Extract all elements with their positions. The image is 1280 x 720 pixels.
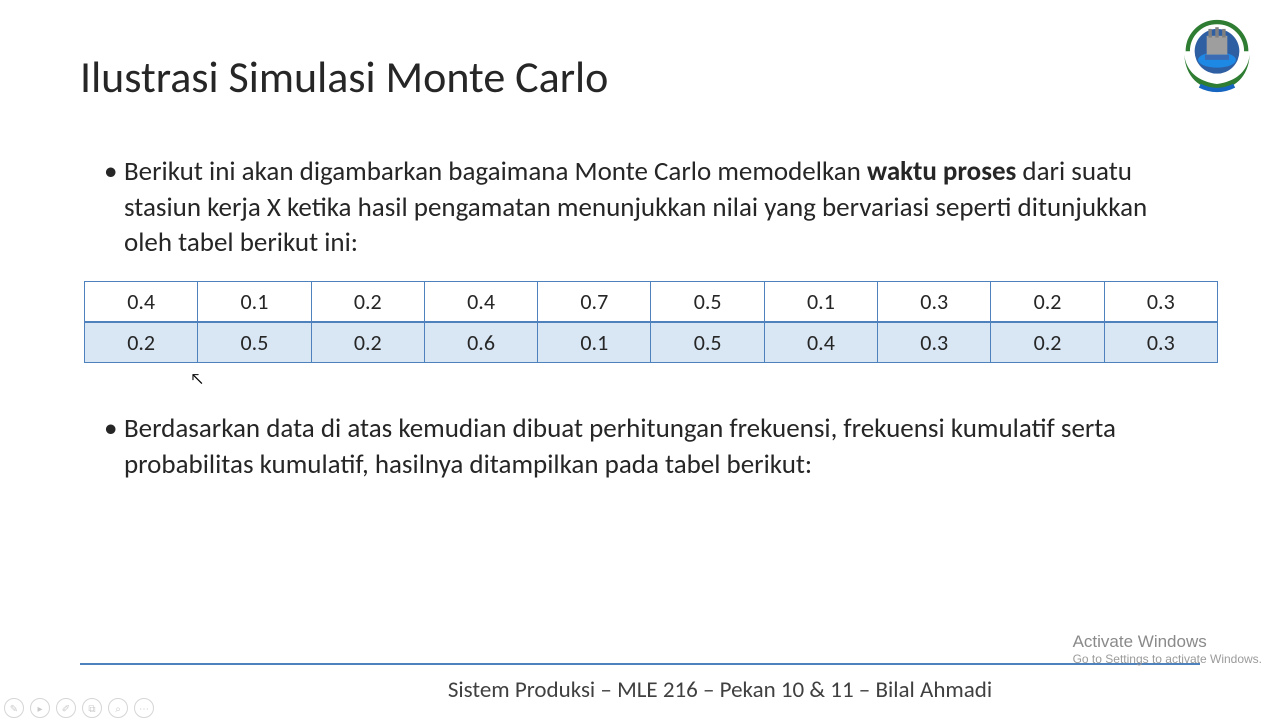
table-cell: 0.4 bbox=[424, 281, 537, 322]
pen-icon[interactable]: ✎ bbox=[4, 698, 24, 718]
footer-text: Sistem Produksi – MLE 216 – Pekan 10 & 1… bbox=[80, 676, 1280, 704]
observation-table: 0.4 0.1 0.2 0.4 0.7 0.5 0.1 0.3 0.2 0.3 … bbox=[84, 281, 1218, 363]
slide-title: Ilustrasi Simulasi Monte Carlo bbox=[80, 50, 1200, 104]
table-cell: 0.3 bbox=[878, 281, 991, 322]
table-cell: 0.1 bbox=[538, 322, 651, 363]
presenter-toolbar: ✎ ▸ ✐ ⧉ ⌕ ⋯ bbox=[4, 698, 154, 718]
table-cell: 0.5 bbox=[651, 322, 764, 363]
table-cell: 0.3 bbox=[1104, 281, 1217, 322]
institution-logo bbox=[1174, 10, 1260, 96]
table-cell: 0.2 bbox=[991, 322, 1104, 363]
play-icon[interactable]: ▸ bbox=[30, 698, 50, 718]
zoom-icon[interactable]: ⌕ bbox=[108, 698, 128, 718]
table-cell: 0.5 bbox=[651, 281, 764, 322]
table-cell: 0.7 bbox=[538, 281, 651, 322]
table-cell: 0.6 bbox=[424, 322, 537, 363]
bullet-1: • Berikut ini akan digambarkan bagaimana… bbox=[104, 154, 1200, 261]
bullet-1-part1: Berikut ini akan digambarkan bagaimana M… bbox=[124, 155, 867, 188]
bullet-marker: • bbox=[104, 154, 124, 261]
windows-activation-watermark: Activate Windows Go to Settings to activ… bbox=[1073, 632, 1262, 666]
table-cell: 0.5 bbox=[198, 322, 311, 363]
bullet-1-bold: waktu proses bbox=[867, 155, 1016, 188]
more-icon[interactable]: ⋯ bbox=[134, 698, 154, 718]
table-cell: 0.2 bbox=[311, 322, 424, 363]
slide: Ilustrasi Simulasi Monte Carlo • Berikut… bbox=[0, 0, 1280, 720]
bullet-1-text: Berikut ini akan digambarkan bagaimana M… bbox=[124, 154, 1200, 261]
table-cell: 0.2 bbox=[311, 281, 424, 322]
table-row: 0.4 0.1 0.2 0.4 0.7 0.5 0.1 0.3 0.2 0.3 bbox=[85, 281, 1218, 322]
bullet-2: • Berdasarkan data di atas kemudian dibu… bbox=[104, 411, 1200, 482]
table-cell: 0.4 bbox=[85, 281, 198, 322]
table-cell: 0.2 bbox=[991, 281, 1104, 322]
watermark-line1: Activate Windows bbox=[1073, 632, 1262, 652]
footer-divider bbox=[80, 663, 1200, 665]
table-cell: 0.1 bbox=[764, 281, 877, 322]
cursor-icon: ↖ bbox=[190, 370, 204, 389]
copy-icon[interactable]: ⧉ bbox=[82, 698, 102, 718]
table-row: 0.2 0.5 0.2 0.6 0.1 0.5 0.4 0.3 0.2 0.3 bbox=[85, 322, 1218, 363]
table-cell: 0.3 bbox=[1104, 322, 1217, 363]
table-cell: 0.2 bbox=[85, 322, 198, 363]
table-cell: 0.1 bbox=[198, 281, 311, 322]
bullet-marker: • bbox=[104, 411, 124, 482]
edit-icon[interactable]: ✐ bbox=[56, 698, 76, 718]
watermark-line2: Go to Settings to activate Windows. bbox=[1073, 652, 1262, 666]
table-cell: 0.4 bbox=[764, 322, 877, 363]
table-cell: 0.3 bbox=[878, 322, 991, 363]
bullet-2-text: Berdasarkan data di atas kemudian dibuat… bbox=[124, 411, 1200, 482]
